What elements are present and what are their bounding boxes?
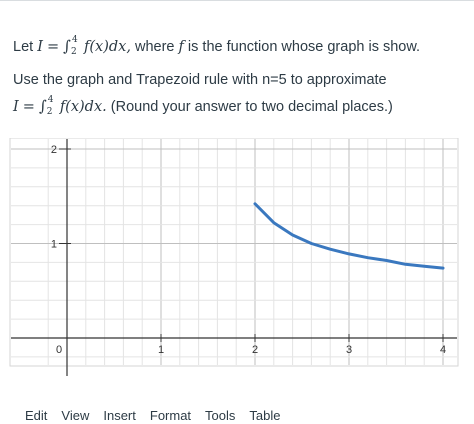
math-equals: = — [46, 39, 60, 55]
question-text: where — [134, 39, 175, 55]
lower-limit: 2 — [46, 107, 53, 118]
top-divider — [0, 0, 474, 1]
integral-sign: ∫ — [63, 37, 71, 55]
integrand: f(x)dx, — [84, 39, 131, 55]
y-tick-label: 1 — [51, 239, 57, 251]
upper-limit: 4 — [71, 35, 78, 46]
integral-sign: ∫ — [38, 97, 47, 115]
question-line-1: Let I = ∫ 4 2 f(x)dx, where f is the funct… — [13, 35, 421, 58]
integrand: f(x)dx. — [59, 99, 107, 115]
x-tick-label: 1 — [158, 344, 164, 356]
question-text: is the function whose graph is show. — [187, 39, 421, 55]
menu-view[interactable]: View — [61, 408, 90, 423]
x-tick-label: 3 — [346, 344, 352, 356]
function-curve — [253, 202, 445, 270]
question-text: (Round your answer to two decimal places… — [110, 99, 393, 115]
question-text: Let — [13, 39, 34, 55]
math-variable: I — [37, 39, 43, 55]
menu-tools[interactable]: Tools — [205, 408, 236, 423]
math-equals: = — [22, 99, 35, 115]
menu-format[interactable]: Format — [149, 408, 192, 423]
upper-limit: 4 — [47, 95, 54, 106]
x-tick-label: 4 — [440, 344, 446, 356]
plot-frame — [9, 138, 459, 367]
y-tick-label: 2 — [51, 144, 57, 156]
math-variable: I — [13, 99, 19, 115]
editor-menubar: Edit View Insert Format Tools Table — [25, 408, 280, 423]
math-function: f — [178, 39, 184, 55]
function-graph: 1 2 0 1 2 3 4 — [9, 138, 459, 376]
menu-edit[interactable]: Edit — [25, 408, 48, 423]
menu-insert[interactable]: Insert — [103, 408, 136, 423]
menu-table[interactable]: Table — [249, 408, 281, 423]
x-tick-label: 2 — [252, 344, 258, 356]
question-line-2: Use the graph and Trapezoid rule with n=… — [13, 72, 387, 88]
lower-limit: 2 — [70, 47, 77, 58]
question-line-3: I = ∫ 4 2 f(x)dx. (Round your answer to tw… — [13, 95, 393, 118]
x-tick-label: 0 — [56, 344, 62, 356]
